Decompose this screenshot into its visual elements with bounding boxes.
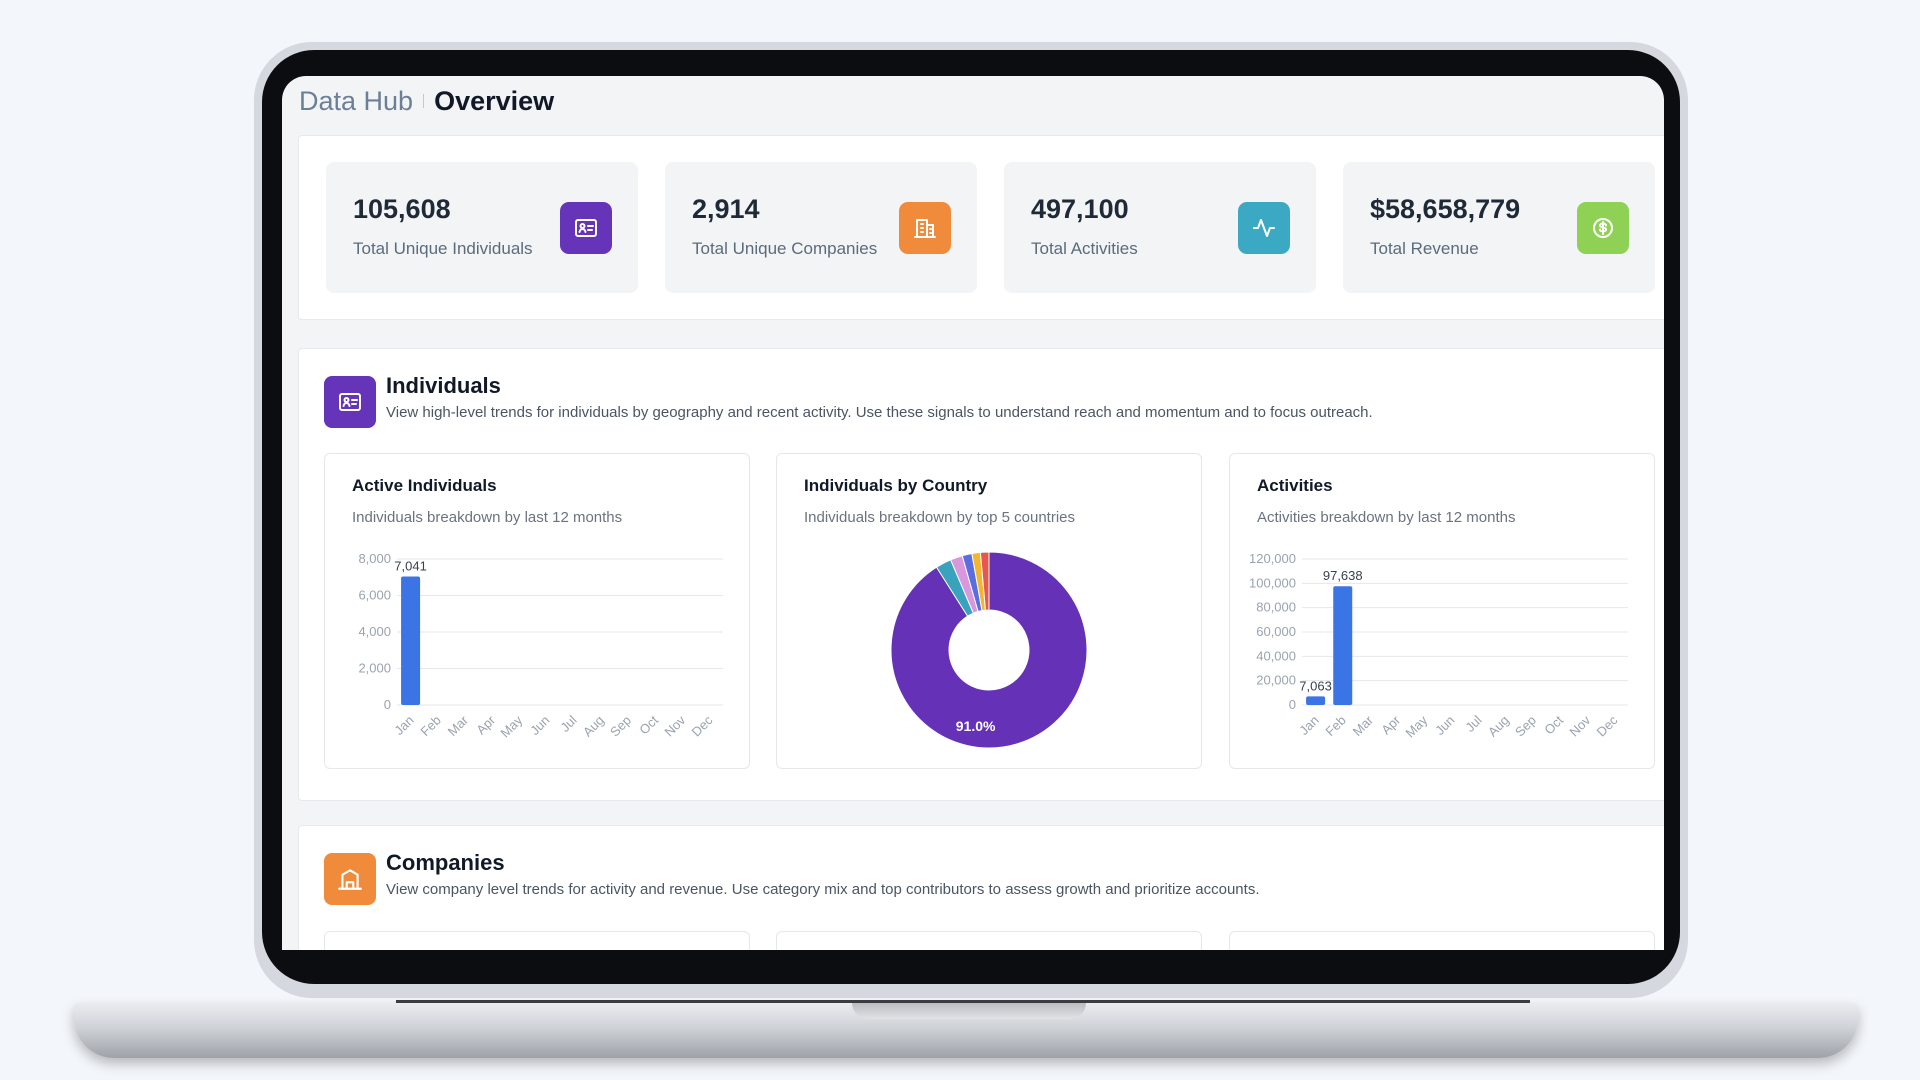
dollar-icon <box>1577 202 1629 254</box>
x-tick-label: Jul <box>557 712 579 734</box>
data-label: 97,638 <box>1323 568 1363 583</box>
x-tick-label: Aug <box>580 713 607 740</box>
x-tick-label: May <box>497 712 525 740</box>
stat-value: $58,658,779 <box>1370 194 1521 224</box>
y-tick-label: 8,000 <box>358 551 391 566</box>
stat-card-activities: 497,100 Total Activities <box>1004 162 1316 293</box>
x-tick-label: Aug <box>1485 713 1512 740</box>
stat-value: 105,608 <box>353 194 451 224</box>
x-tick-label: Sep <box>1512 713 1539 740</box>
x-tick-label: Oct <box>636 712 661 737</box>
x-tick-label: Apr <box>1378 712 1403 737</box>
x-tick-label: Mar <box>1350 712 1377 739</box>
stat-label: Total Activities <box>1031 239 1138 258</box>
companies-section: Companies View company level trends for … <box>298 825 1664 950</box>
x-tick-label: Apr <box>473 712 498 737</box>
activity-icon <box>1238 202 1290 254</box>
bar <box>401 576 421 705</box>
y-tick-label: 100,000 <box>1249 575 1296 590</box>
stat-card-individuals: 105,608 Total Unique Individuals <box>326 162 638 293</box>
x-tick-label: Oct <box>1541 712 1566 737</box>
x-tick-label: Dec <box>689 712 716 739</box>
data-label: 7,041 <box>394 559 427 574</box>
stat-label: Total Unique Individuals <box>353 239 533 258</box>
x-tick-label: Sep <box>607 713 634 740</box>
stat-value: 2,914 <box>692 194 760 224</box>
x-tick-label: Jun <box>527 713 552 738</box>
bar <box>1333 586 1353 705</box>
data-label: 7,063 <box>1299 678 1332 693</box>
building-icon <box>899 202 951 254</box>
laptop-hinge <box>396 1000 1530 1005</box>
building-icon <box>324 853 376 905</box>
chart-title: Active Individuals <box>352 476 497 495</box>
companies-chart-card <box>776 931 1202 950</box>
app-screen: Data Hub Overview 105,608 Total Unique I… <box>282 76 1664 950</box>
chart-subtitle: Individuals breakdown by last 12 months <box>352 509 623 526</box>
y-tick-label: 2,000 <box>358 661 391 676</box>
bar <box>1306 696 1326 705</box>
x-tick-label: May <box>1402 712 1430 740</box>
x-tick-label: Feb <box>417 713 443 739</box>
individuals-by-country-donut: 91.0% <box>890 551 1088 749</box>
companies-chart-card <box>324 931 750 950</box>
breadcrumb-root[interactable]: Data Hub <box>299 85 414 116</box>
x-tick-label: Jul <box>1462 712 1484 734</box>
donut-slice <box>890 551 1088 749</box>
y-tick-label: 0 <box>384 697 391 712</box>
stat-label: Total Revenue <box>1370 239 1479 258</box>
chart-subtitle: Activities breakdown by last 12 months <box>1257 509 1516 526</box>
section-description: View high-level trends for individuals b… <box>386 404 1373 421</box>
id-card-icon <box>324 376 376 428</box>
chart-title: Activities <box>1257 476 1333 495</box>
id-card-icon <box>560 202 612 254</box>
data-label: 91.0% <box>956 718 996 734</box>
y-tick-label: 80,000 <box>1256 600 1296 615</box>
x-tick-label: Jun <box>1432 713 1457 738</box>
y-tick-label: 0 <box>1289 697 1296 712</box>
individuals-section: Individuals View high-level trends for i… <box>298 348 1664 801</box>
section-title: Companies <box>386 850 505 875</box>
activities-chart: Activities Activities breakdown by last … <box>1229 453 1655 769</box>
x-tick-label: Nov <box>661 712 688 739</box>
chart-title: Individuals by Country <box>804 476 988 495</box>
x-tick-label: Feb <box>1322 713 1348 739</box>
stat-card-revenue: $58,658,779 Total Revenue <box>1343 162 1655 293</box>
x-tick-label: Jan <box>1296 713 1321 738</box>
y-tick-label: 4,000 <box>358 624 391 639</box>
y-tick-label: 20,000 <box>1256 673 1296 688</box>
x-tick-label: Nov <box>1566 712 1593 739</box>
active-individuals-chart: Active Individuals Individuals breakdown… <box>324 453 750 769</box>
page-title: Overview <box>434 85 555 116</box>
stat-value: 497,100 <box>1031 194 1129 224</box>
y-tick-label: 40,000 <box>1256 648 1296 663</box>
x-tick-label: Jan <box>391 713 416 738</box>
laptop-notch <box>852 1003 1086 1019</box>
y-tick-label: 120,000 <box>1249 551 1296 566</box>
chart-subtitle: Individuals breakdown by top 5 countries <box>804 509 1075 526</box>
individuals-by-country-chart: Individuals by Country Individuals break… <box>776 453 1202 769</box>
y-tick-label: 6,000 <box>358 588 391 603</box>
stats-panel: 105,608 Total Unique Individuals 2,914 T… <box>298 135 1664 320</box>
breadcrumb: Data Hub Overview <box>299 84 554 118</box>
section-title: Individuals <box>386 373 501 398</box>
y-tick-label: 60,000 <box>1256 624 1296 639</box>
stat-card-companies: 2,914 Total Unique Companies <box>665 162 977 293</box>
x-tick-label: Dec <box>1594 712 1621 739</box>
stat-label: Total Unique Companies <box>692 239 878 258</box>
activities-bar-chart: 0 20,000 40,000 60,000 80,000 100,000 120,000 7… <box>1249 551 1628 740</box>
section-description: View company level trends for activity a… <box>386 881 1260 898</box>
breadcrumb-separator <box>423 94 425 108</box>
x-tick-label: Mar <box>445 712 472 739</box>
companies-chart-card <box>1229 931 1655 950</box>
